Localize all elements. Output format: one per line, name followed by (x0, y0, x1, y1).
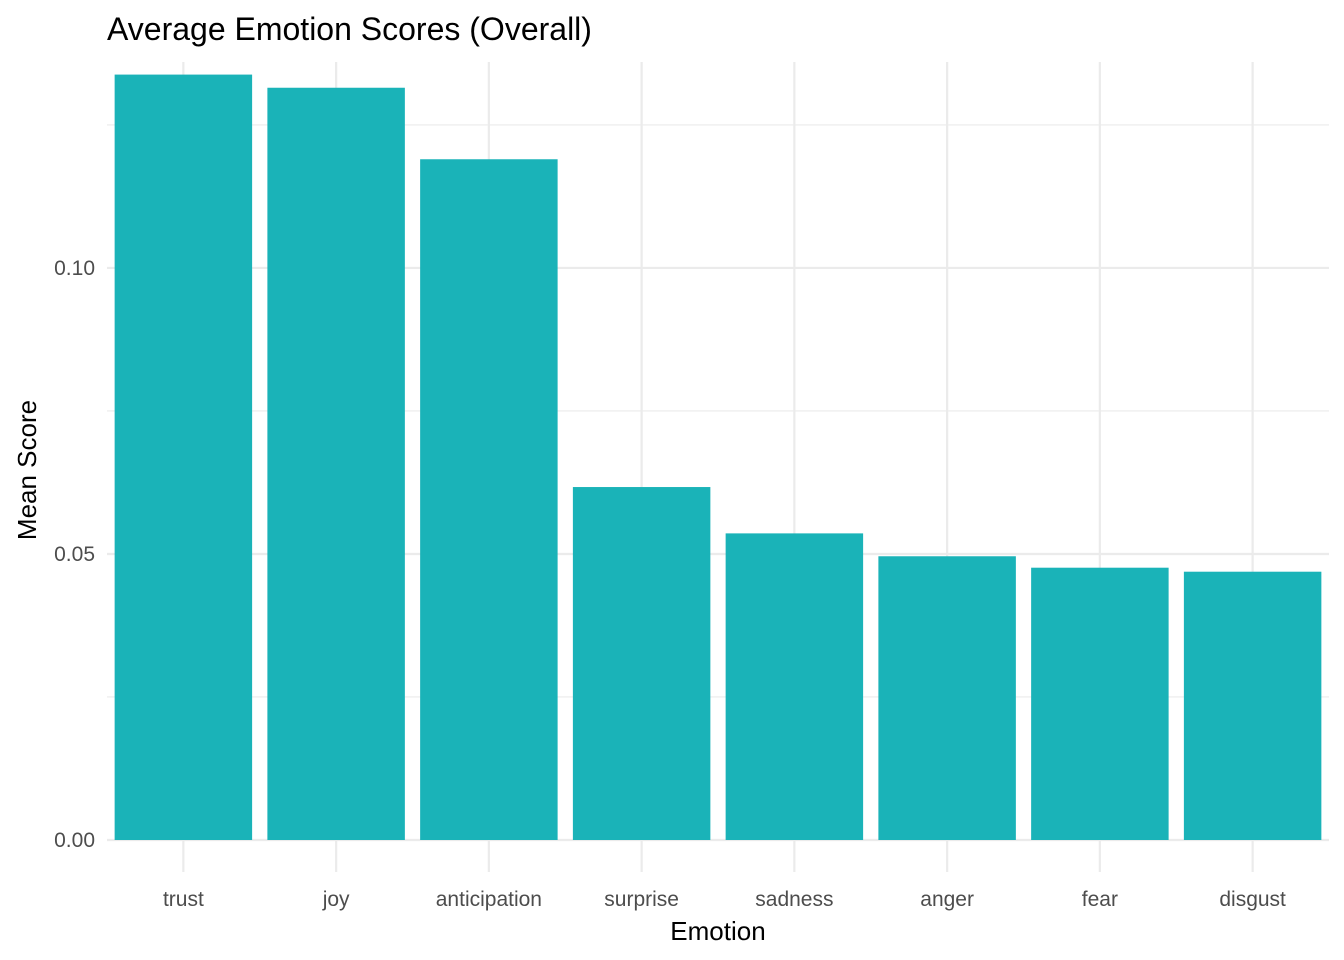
x-tick-label-anger: anger (920, 888, 974, 911)
bars (114, 74, 1322, 840)
y-tick-label: 0.00 (54, 829, 95, 852)
bar-anger (878, 556, 1016, 840)
x-axis-title: Emotion (670, 916, 765, 946)
x-tick-label-trust: trust (163, 888, 204, 911)
bar-joy (267, 87, 405, 840)
bar-trust (114, 74, 253, 840)
x-tick-label-fear: fear (1082, 888, 1118, 911)
bar-anticipation (420, 159, 558, 840)
bar-disgust (1183, 571, 1322, 840)
y-axis-tick-labels: 0.00 0.05 0.10 (54, 257, 95, 852)
bar-fear (1031, 567, 1169, 840)
x-tick-label-disgust: disgust (1219, 888, 1286, 911)
y-tick-label: 0.05 (54, 543, 95, 566)
x-tick-label-surprise: surprise (604, 888, 679, 911)
x-tick-label-anticipation: anticipation (436, 888, 542, 911)
chart-title: Average Emotion Scores (Overall) (107, 11, 592, 47)
x-tick-label-joy: joy (322, 888, 350, 911)
bar-surprise (572, 487, 711, 840)
x-axis-tick-labels: trust joy anticipation surprise sadness anger… (163, 888, 1286, 911)
bar-sadness (725, 533, 864, 840)
y-axis-title: Mean Score (12, 400, 42, 540)
y-tick-label: 0.10 (54, 257, 95, 280)
x-tick-label-sadness: sadness (755, 888, 833, 911)
